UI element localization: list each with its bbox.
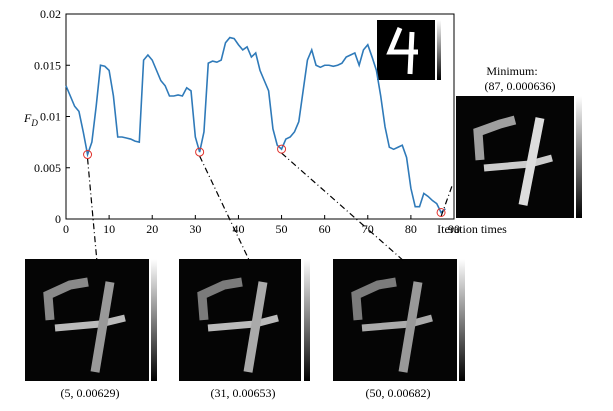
- x-tick-label: 20: [146, 222, 158, 236]
- highlight-marker: [195, 147, 205, 157]
- x-tick-label: 80: [405, 222, 417, 236]
- reconstruction-image: [333, 259, 465, 381]
- reconstruction-image: [25, 259, 157, 381]
- y-axis-label-main: F: [23, 111, 32, 125]
- digit-inset: [377, 20, 441, 80]
- x-axis-label: Iteration times: [437, 222, 507, 236]
- y-tick-label: 0: [55, 212, 61, 226]
- x-tick-label: 50: [276, 222, 288, 236]
- x-tick-label: 40: [232, 222, 244, 236]
- x-tick-label: 10: [103, 222, 115, 236]
- pointer-arrow: [199, 155, 251, 263]
- minimum-title: Minimum:: [486, 64, 537, 78]
- reconstruction-image: [456, 96, 582, 218]
- y-tick-label: 0.02: [40, 7, 61, 21]
- pointer-arrow: [86, 158, 98, 263]
- y-tick-label: 0.005: [34, 161, 61, 175]
- highlight-label: (50, 0.00682): [366, 386, 431, 400]
- x-tick-label: 90: [448, 222, 460, 236]
- x-tick-label: 60: [319, 222, 331, 236]
- highlight-label: (87, 0.000636): [485, 79, 556, 93]
- y-tick-label: 0.015: [34, 58, 61, 72]
- highlight-label: (5, 0.00629): [61, 386, 120, 400]
- y-axis-label: FD: [23, 111, 38, 128]
- pointer-arrow: [281, 152, 406, 263]
- highlight-marker: [436, 207, 446, 217]
- x-tick-label: 70: [362, 222, 374, 236]
- y-tick-label: 0.01: [40, 110, 61, 124]
- reconstruction-image: [179, 259, 310, 381]
- data-line: [65, 36, 446, 214]
- pointer-arrow: [440, 185, 453, 217]
- highlight-marker: [83, 150, 93, 160]
- x-tick-label: 30: [189, 222, 201, 236]
- x-tick-label: 0: [63, 222, 69, 236]
- y-axis-label-sub: D: [30, 118, 38, 128]
- highlight-label: (31, 0.00653): [211, 386, 276, 400]
- highlight-marker: [277, 144, 287, 154]
